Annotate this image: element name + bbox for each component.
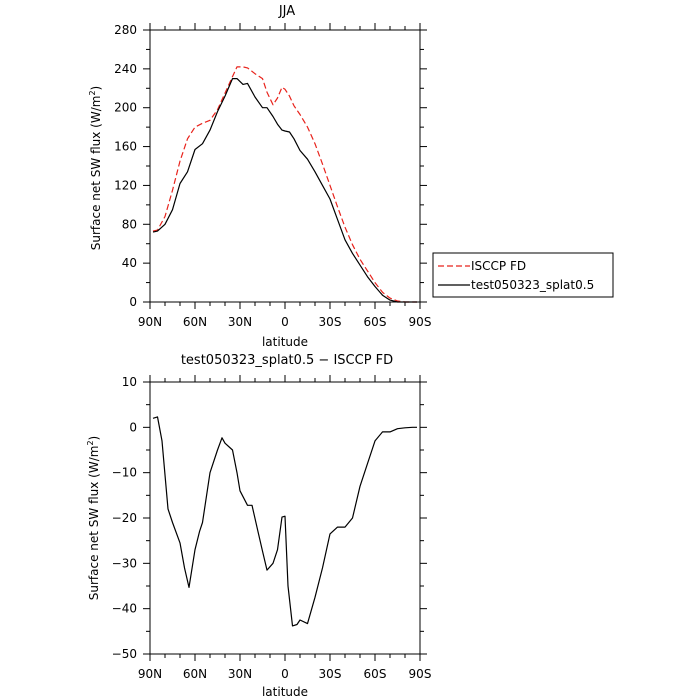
bottom-x-tick-label: 60N	[183, 667, 207, 681]
legend: ISCCP FD test050323_splat0.5	[432, 252, 614, 298]
top-y-axis-label: Surface net SW flux (W/m2)	[88, 86, 103, 250]
top-y-tick-label: 160	[114, 140, 137, 154]
bottom-x-tick-label: 90S	[409, 667, 432, 681]
top-x-axis-label: latitude	[262, 335, 308, 349]
top-x-tick-label: 60S	[364, 315, 387, 329]
top-series-line-isccp-fd	[152, 66, 417, 303]
top-x-tick-label: 0	[281, 315, 289, 329]
bottom-chart-title: test050323_splat0.5 − ISCCP FD	[181, 353, 393, 368]
top-y-tick-label: 40	[122, 256, 137, 270]
bottom-x-tick-label: 30S	[319, 667, 342, 681]
bottom-x-axis-label: latitude	[262, 685, 308, 699]
top-y-tick-label: 0	[129, 295, 137, 309]
bottom-x-tick-label: 60S	[364, 667, 387, 681]
legend-label-test050323: test050323_splat0.5	[471, 278, 594, 292]
top-x-tick-label: 30N	[228, 315, 252, 329]
bottom-y-tick-label: 10	[122, 375, 137, 389]
bottom-y-tick-label: −50	[112, 647, 137, 661]
bottom-y-tick-label: −40	[112, 602, 137, 616]
bottom-x-tick-label: 0	[281, 667, 289, 681]
bottom-y-tick-label: 0	[129, 420, 137, 434]
top-x-tick-label: 60N	[183, 315, 207, 329]
top-chart-panel: JJA 90N 60N 30N 0 30S 60S 90S 0 40 80 120 160 200 24…	[88, 4, 431, 349]
bottom-y-tick-label: −10	[112, 466, 137, 480]
top-x-tick-label: 90S	[409, 315, 432, 329]
top-chart-title: JJA	[278, 4, 295, 19]
top-y-tick-label: 120	[114, 178, 137, 192]
bottom-series-line-difference	[152, 416, 417, 627]
bottom-y-axis-label: Surface net SW flux (W/m2)	[86, 436, 101, 600]
top-series-line-test050323-splat0-5	[152, 77, 417, 303]
bottom-chart-panel: test050323_splat0.5 − ISCCP FD 90N 60N 30N…	[86, 353, 431, 699]
top-y-tick-label: 80	[122, 217, 137, 231]
bottom-y-tick-label: −20	[112, 511, 137, 525]
top-y-tick-label: 240	[114, 62, 137, 76]
bottom-x-tick-label: 30N	[228, 667, 252, 681]
top-x-tick-label: 30S	[319, 315, 342, 329]
top-x-tick-label: 90N	[138, 315, 162, 329]
bottom-y-tick-label: −30	[112, 556, 137, 570]
legend-box	[432, 252, 614, 298]
bottom-x-tick-label: 90N	[138, 667, 162, 681]
legend-label-isccp-fd: ISCCP FD	[471, 259, 526, 273]
top-plot-frame	[149, 29, 421, 303]
top-y-tick-label: 280	[114, 23, 137, 37]
top-y-tick-label: 200	[114, 101, 137, 115]
